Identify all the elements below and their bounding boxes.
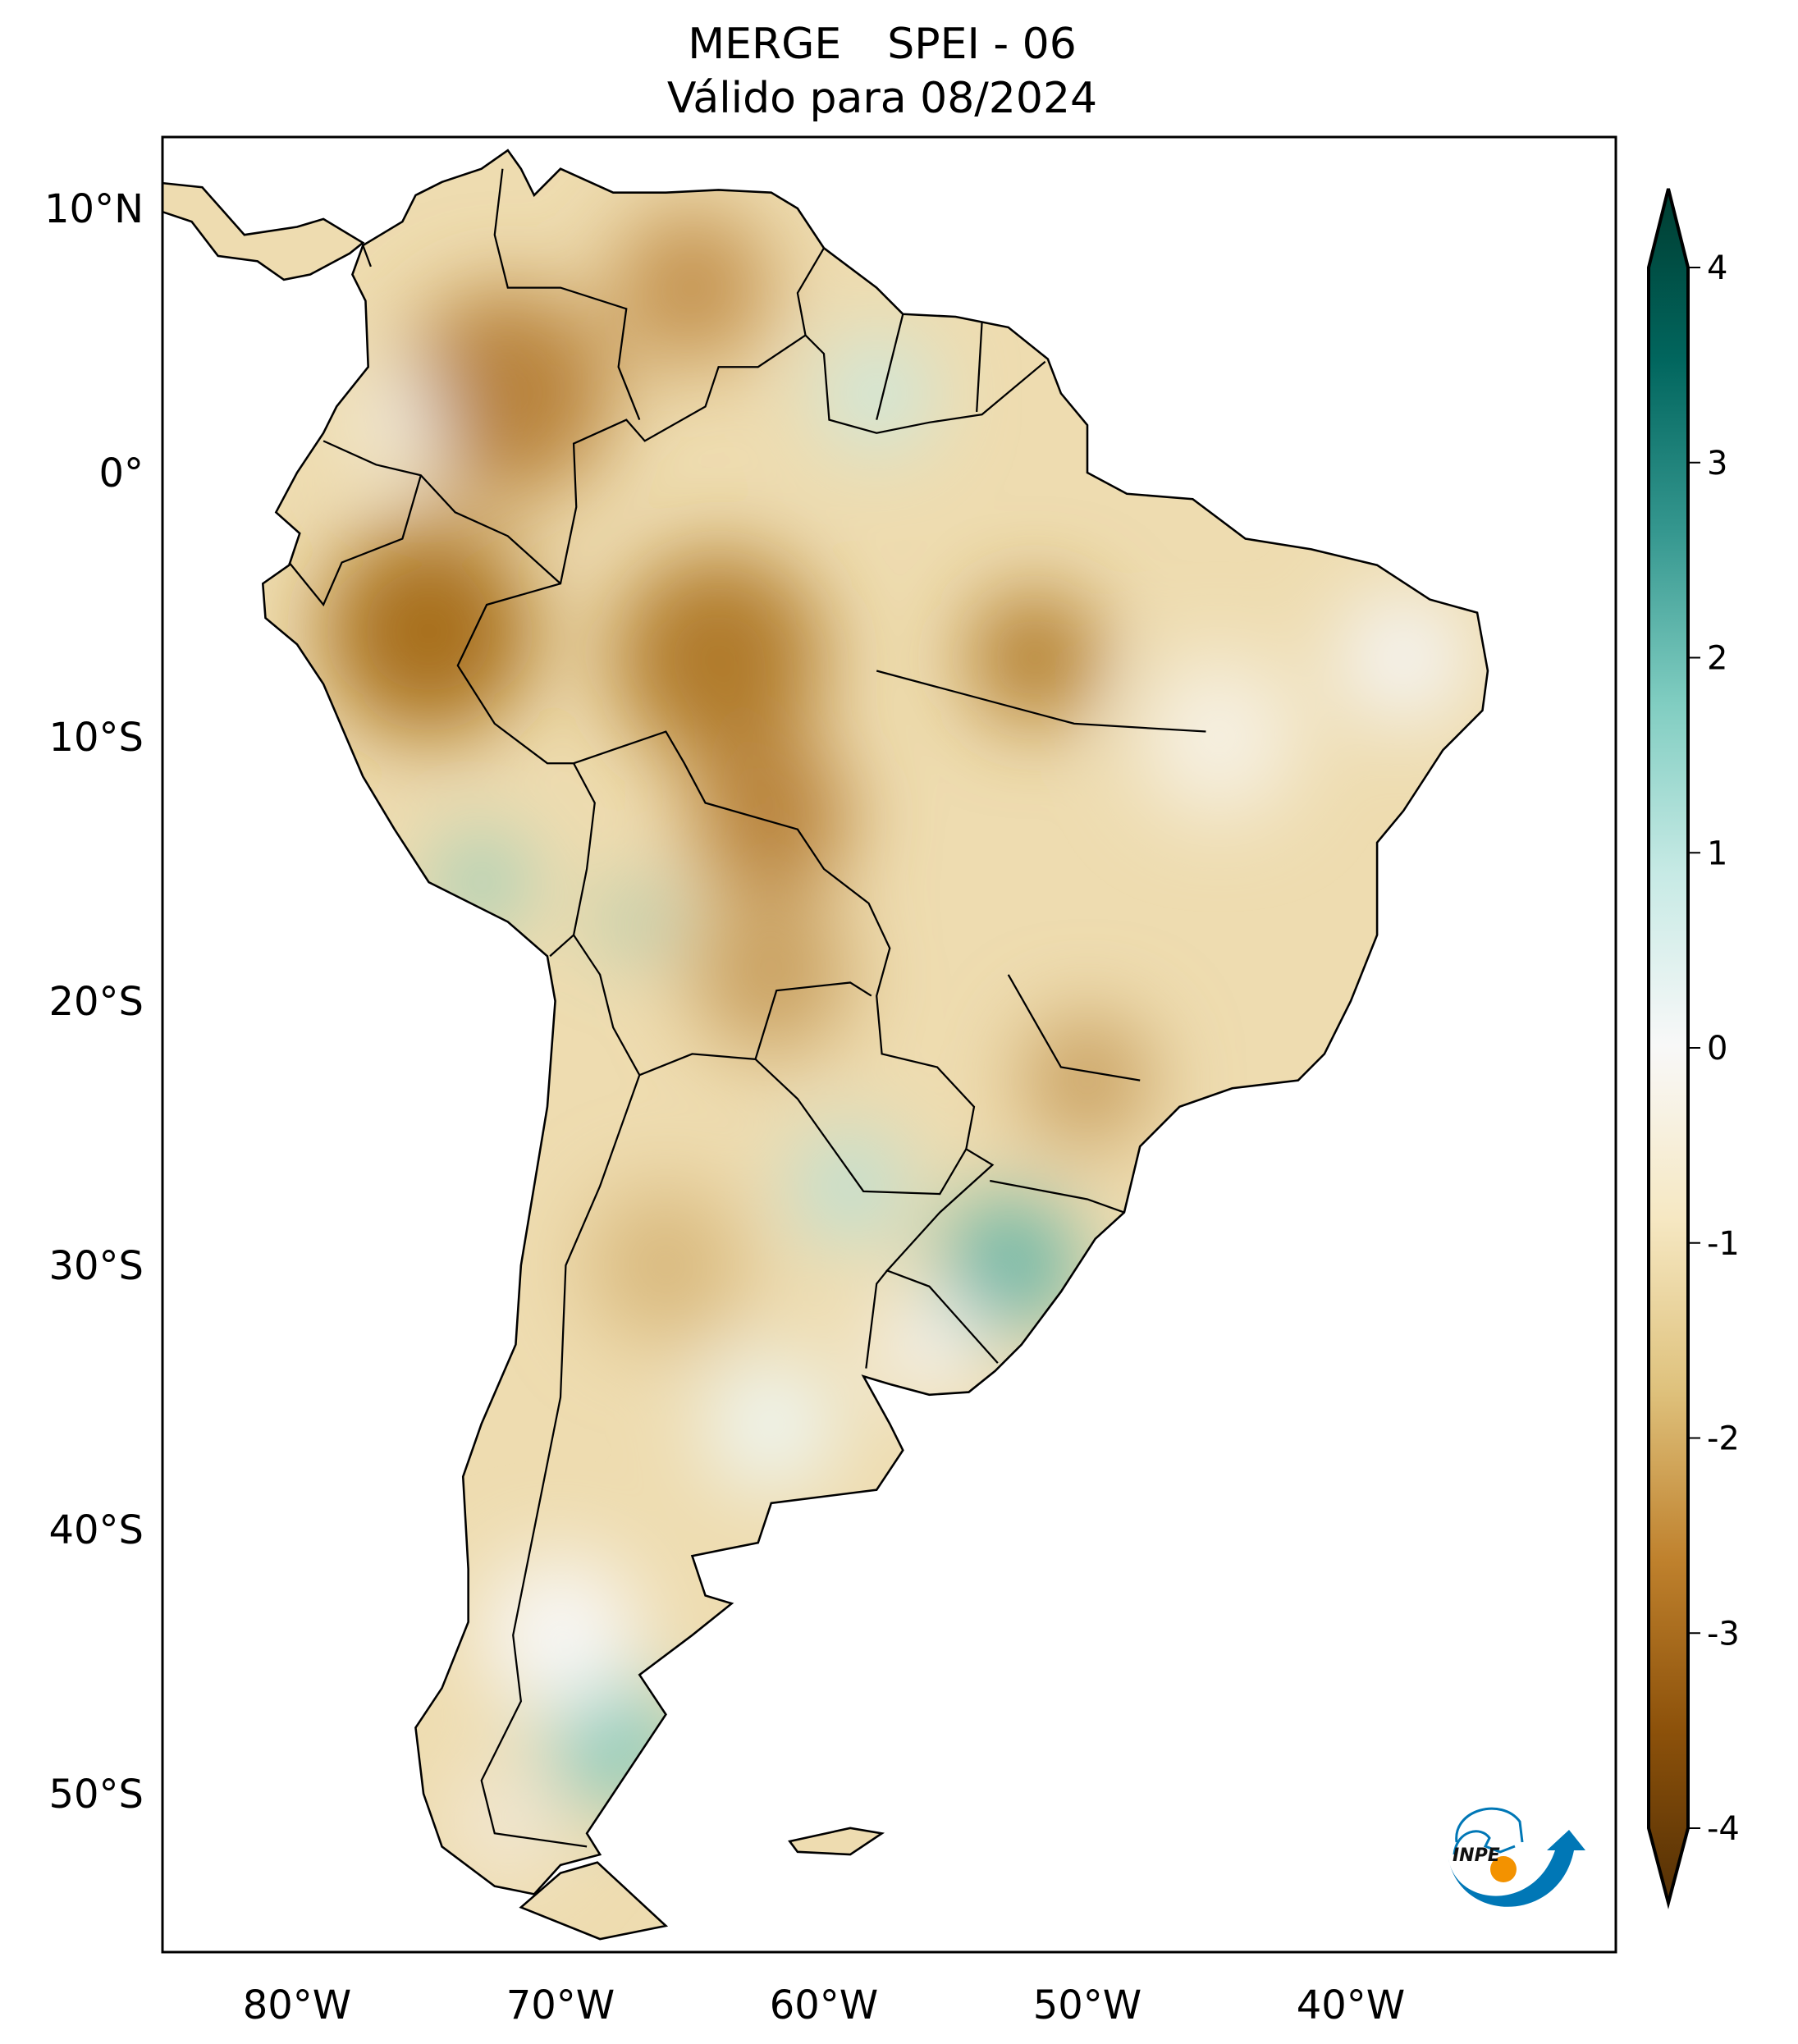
latitude-axis: 10°N 0° 10°S 20°S 30°S 40°S 50°S bbox=[44, 186, 144, 1818]
lat-tick-label: 30°S bbox=[48, 1243, 144, 1289]
logo-sun-icon bbox=[1490, 1856, 1517, 1882]
lon-tick-label: 50°W bbox=[1033, 1982, 1142, 2028]
colorbar-tick-label: 2 bbox=[1707, 640, 1727, 678]
map-title: MERGE SPEI - 06 bbox=[0, 20, 1764, 69]
lat-tick-label: 40°S bbox=[48, 1507, 144, 1553]
spei-field bbox=[162, 150, 1488, 1940]
lon-tick-label: 70°W bbox=[506, 1982, 615, 2028]
colorbar-bar bbox=[1647, 188, 1690, 1909]
lat-tick-label: 50°S bbox=[48, 1772, 144, 1818]
logo-text: INPE bbox=[1453, 1845, 1500, 1866]
colorbar-tick-label: -3 bbox=[1707, 1615, 1740, 1653]
colorbar-tick-label: 4 bbox=[1707, 249, 1727, 287]
lon-tick-label: 60°W bbox=[770, 1982, 879, 2028]
title-dataset: MERGE bbox=[688, 20, 842, 69]
lat-tick-label: 20°S bbox=[48, 979, 144, 1025]
colorbar: 4 3 2 1 0 -1 -2 -3 -4 bbox=[1647, 188, 1740, 1909]
colorbar-tick-label: -4 bbox=[1707, 1810, 1740, 1848]
lon-tick-label: 80°W bbox=[243, 1982, 352, 2028]
colorbar-tick-label: -1 bbox=[1707, 1225, 1740, 1263]
country-borders bbox=[288, 168, 1206, 1848]
title-index: SPEI - 06 bbox=[887, 20, 1077, 69]
longitude-axis: 80°W 70°W 60°W 50°W 40°W bbox=[243, 1982, 1406, 2028]
lat-tick-label: 10°S bbox=[48, 715, 144, 761]
map-frame bbox=[161, 135, 1617, 1954]
map-subtitle: Válido para 08/2024 bbox=[666, 74, 1098, 123]
colorbar-tick-label: 1 bbox=[1707, 835, 1727, 872]
inpe-logo: INPE bbox=[1448, 1807, 1585, 1907]
colorbar-tick-label: 0 bbox=[1707, 1030, 1727, 1068]
lat-tick-label: 0° bbox=[98, 450, 144, 496]
lat-tick-label: 10°N bbox=[44, 186, 144, 232]
colorbar-tick-label: 3 bbox=[1707, 445, 1727, 482]
lon-tick-label: 40°W bbox=[1297, 1982, 1406, 2028]
colorbar-tick-label: -2 bbox=[1707, 1420, 1740, 1458]
